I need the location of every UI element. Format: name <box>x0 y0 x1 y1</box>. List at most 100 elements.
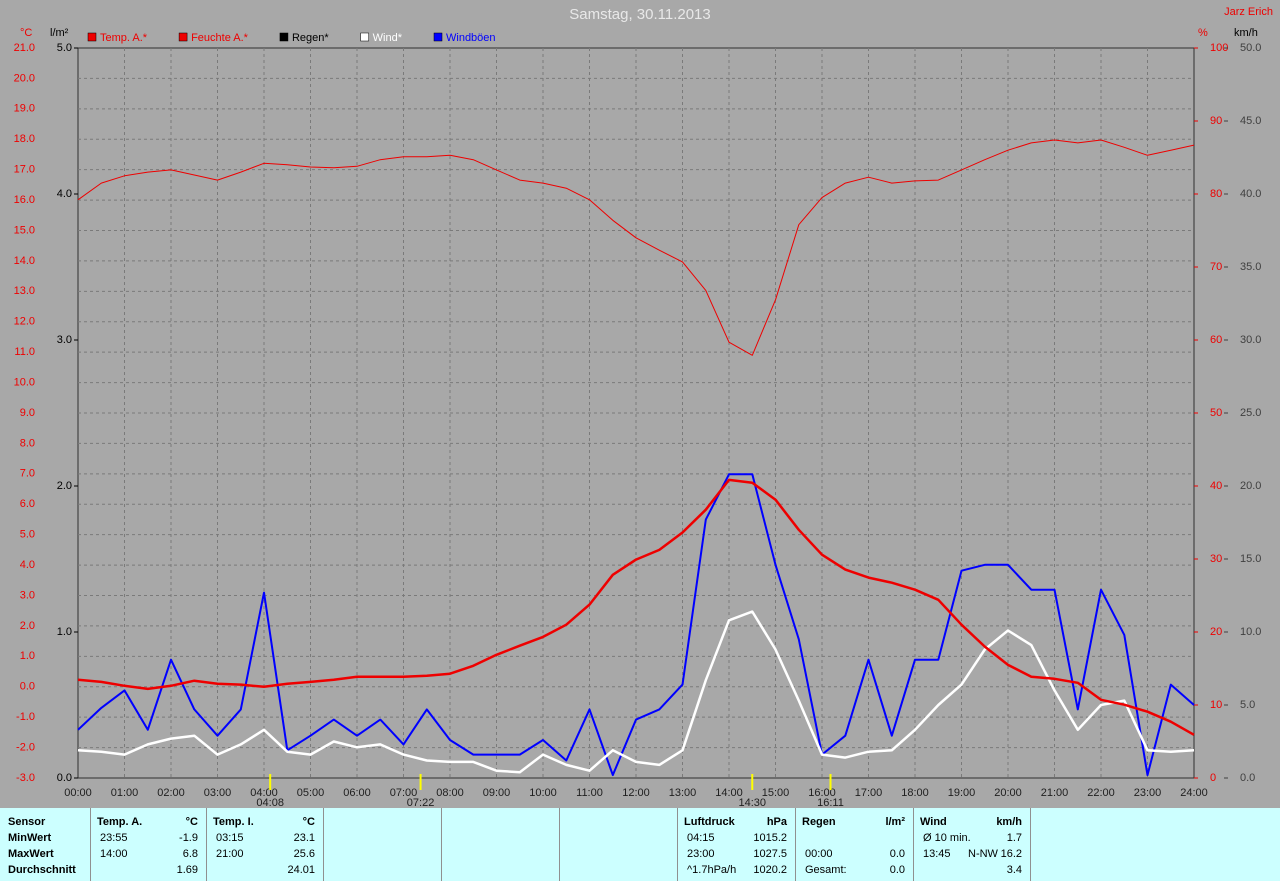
cell-time: 23:00 <box>687 848 715 860</box>
panel-header: Regen <box>802 816 836 828</box>
y2-unit: % <box>1198 27 1208 39</box>
y2-tick-label: 40 <box>1210 480 1222 492</box>
x-tick-label: 05:00 <box>297 787 325 799</box>
column-divider <box>90 808 91 881</box>
y-tick-label: 21.0 <box>14 42 35 54</box>
legend-swatch <box>178 32 188 42</box>
y4-tick-label: 1.0 <box>57 626 72 638</box>
y2-tick-label: 30 <box>1210 553 1222 565</box>
legend-swatch <box>360 32 369 42</box>
y-tick-label: 8.0 <box>20 437 35 449</box>
cell-value: 1.7 <box>1006 832 1022 844</box>
y3-tick-label: 35.0 <box>1240 261 1261 273</box>
y-tick-label: -3.0 <box>16 772 35 784</box>
y4-unit: l/m² <box>50 27 69 39</box>
y3-tick-label: 25.0 <box>1240 407 1261 419</box>
y4-tick-label: 5.0 <box>57 42 72 54</box>
y2-tick-label: 50 <box>1210 407 1222 419</box>
y-tick-label: 9.0 <box>20 407 35 419</box>
cell-value: 25.6 <box>293 848 315 860</box>
x-tick-label: 00:00 <box>64 787 92 799</box>
stats-panel: Sensor MinWert MaxWert Durchschnitt Temp. A.… <box>0 808 1280 881</box>
event-label: 14:30 <box>738 797 766 808</box>
legend-label: Wind* <box>373 32 403 44</box>
y2-tick-label: 70 <box>1210 261 1222 273</box>
panel-unit: °C <box>185 816 198 828</box>
cell-value: 24.01 <box>287 864 315 876</box>
cell-value: -1.9 <box>179 832 198 844</box>
y-tick-label: -1.0 <box>16 711 35 723</box>
y4-tick-label: 0.0 <box>57 772 72 784</box>
event-label: 16:11 <box>817 797 844 808</box>
x-tick-label: 17:00 <box>855 787 883 799</box>
x-tick-label: 11:00 <box>576 787 603 799</box>
column-divider <box>795 808 796 881</box>
y-tick-label: 15.0 <box>14 224 35 236</box>
panel-header: Wind <box>920 816 947 828</box>
y-tick-label: 14.0 <box>14 255 35 267</box>
cell-time: 03:15 <box>216 832 244 844</box>
series-line <box>77 478 1195 736</box>
x-tick-label: 16:00 <box>808 787 836 799</box>
x-tick-label: 22:00 <box>1087 787 1115 799</box>
y-tick-label: -2.0 <box>16 741 35 753</box>
series-line <box>77 473 1195 777</box>
y4-tick-label: 3.0 <box>57 334 72 346</box>
x-tick-label: 09:00 <box>483 787 511 799</box>
y4-tick-label: 2.0 <box>57 480 72 492</box>
cell-time: 21:00 <box>216 848 244 860</box>
y2-tick-label: 0 <box>1210 772 1216 784</box>
y-tick-label: 17.0 <box>14 164 35 176</box>
column-divider <box>1030 808 1031 881</box>
cell-direction: N-NW <box>968 848 998 860</box>
y-tick-label: 0.0 <box>20 681 35 693</box>
x-tick-label: 19:00 <box>948 787 976 799</box>
y-tick-label: 7.0 <box>20 468 35 480</box>
legend-swatch <box>279 32 289 42</box>
column-divider <box>559 808 560 881</box>
y2-tick-label: 100 <box>1210 42 1228 54</box>
cell-time: 04:15 <box>687 832 715 844</box>
panel-unit: km/h <box>996 816 1022 828</box>
legend-label: Feuchte A.* <box>191 32 249 44</box>
series-line <box>77 610 1195 774</box>
panel-header: Luftdruck <box>684 816 735 828</box>
x-tick-label: 08:00 <box>436 787 464 799</box>
x-tick-label: 18:00 <box>901 787 929 799</box>
panel-header: Temp. I. <box>213 816 254 828</box>
panel-unit: l/m² <box>885 816 905 828</box>
y-tick-label: 10.0 <box>14 376 35 388</box>
y-tick-label: 19.0 <box>14 103 35 115</box>
x-tick-label: 02:00 <box>157 787 185 799</box>
column-divider <box>677 808 678 881</box>
cell-value: 1.69 <box>176 864 198 876</box>
y3-tick-label: 45.0 <box>1240 115 1261 127</box>
event-label: 04:08 <box>256 797 284 808</box>
y3-tick-label: 50.0 <box>1240 42 1261 54</box>
x-tick-label: 13:00 <box>669 787 697 799</box>
column-divider <box>913 808 914 881</box>
y-tick-label: 4.0 <box>20 559 35 571</box>
cell-value: 0.0 <box>889 848 905 860</box>
y4-tick-label: 4.0 <box>57 188 72 200</box>
y-tick-label: 1.0 <box>20 650 35 662</box>
column-divider <box>323 808 324 881</box>
y-tick-label: 3.0 <box>20 589 35 601</box>
y3-tick-label: 5.0 <box>1240 699 1255 711</box>
chart: Samstag, 30.11.2013 Jarz Erich °C l/m² %… <box>14 6 1273 808</box>
series-line <box>77 139 1195 356</box>
y3-tick-label: 30.0 <box>1240 334 1261 346</box>
y-tick-label: 12.0 <box>14 316 35 328</box>
x-tick-label: 21:00 <box>1041 787 1069 799</box>
row-label: Durchschnitt <box>8 864 76 876</box>
x-tick-label: 14:00 <box>715 787 743 799</box>
column-divider <box>206 808 207 881</box>
author: Jarz Erich <box>1224 6 1273 18</box>
legend-label: Windböen <box>446 32 496 44</box>
x-tick-label: 20:00 <box>994 787 1022 799</box>
x-tick-label: 07:00 <box>390 787 418 799</box>
y3-tick-label: 15.0 <box>1240 553 1261 565</box>
y-tick-label: 20.0 <box>14 72 35 84</box>
x-tick-label: 10:00 <box>529 787 557 799</box>
